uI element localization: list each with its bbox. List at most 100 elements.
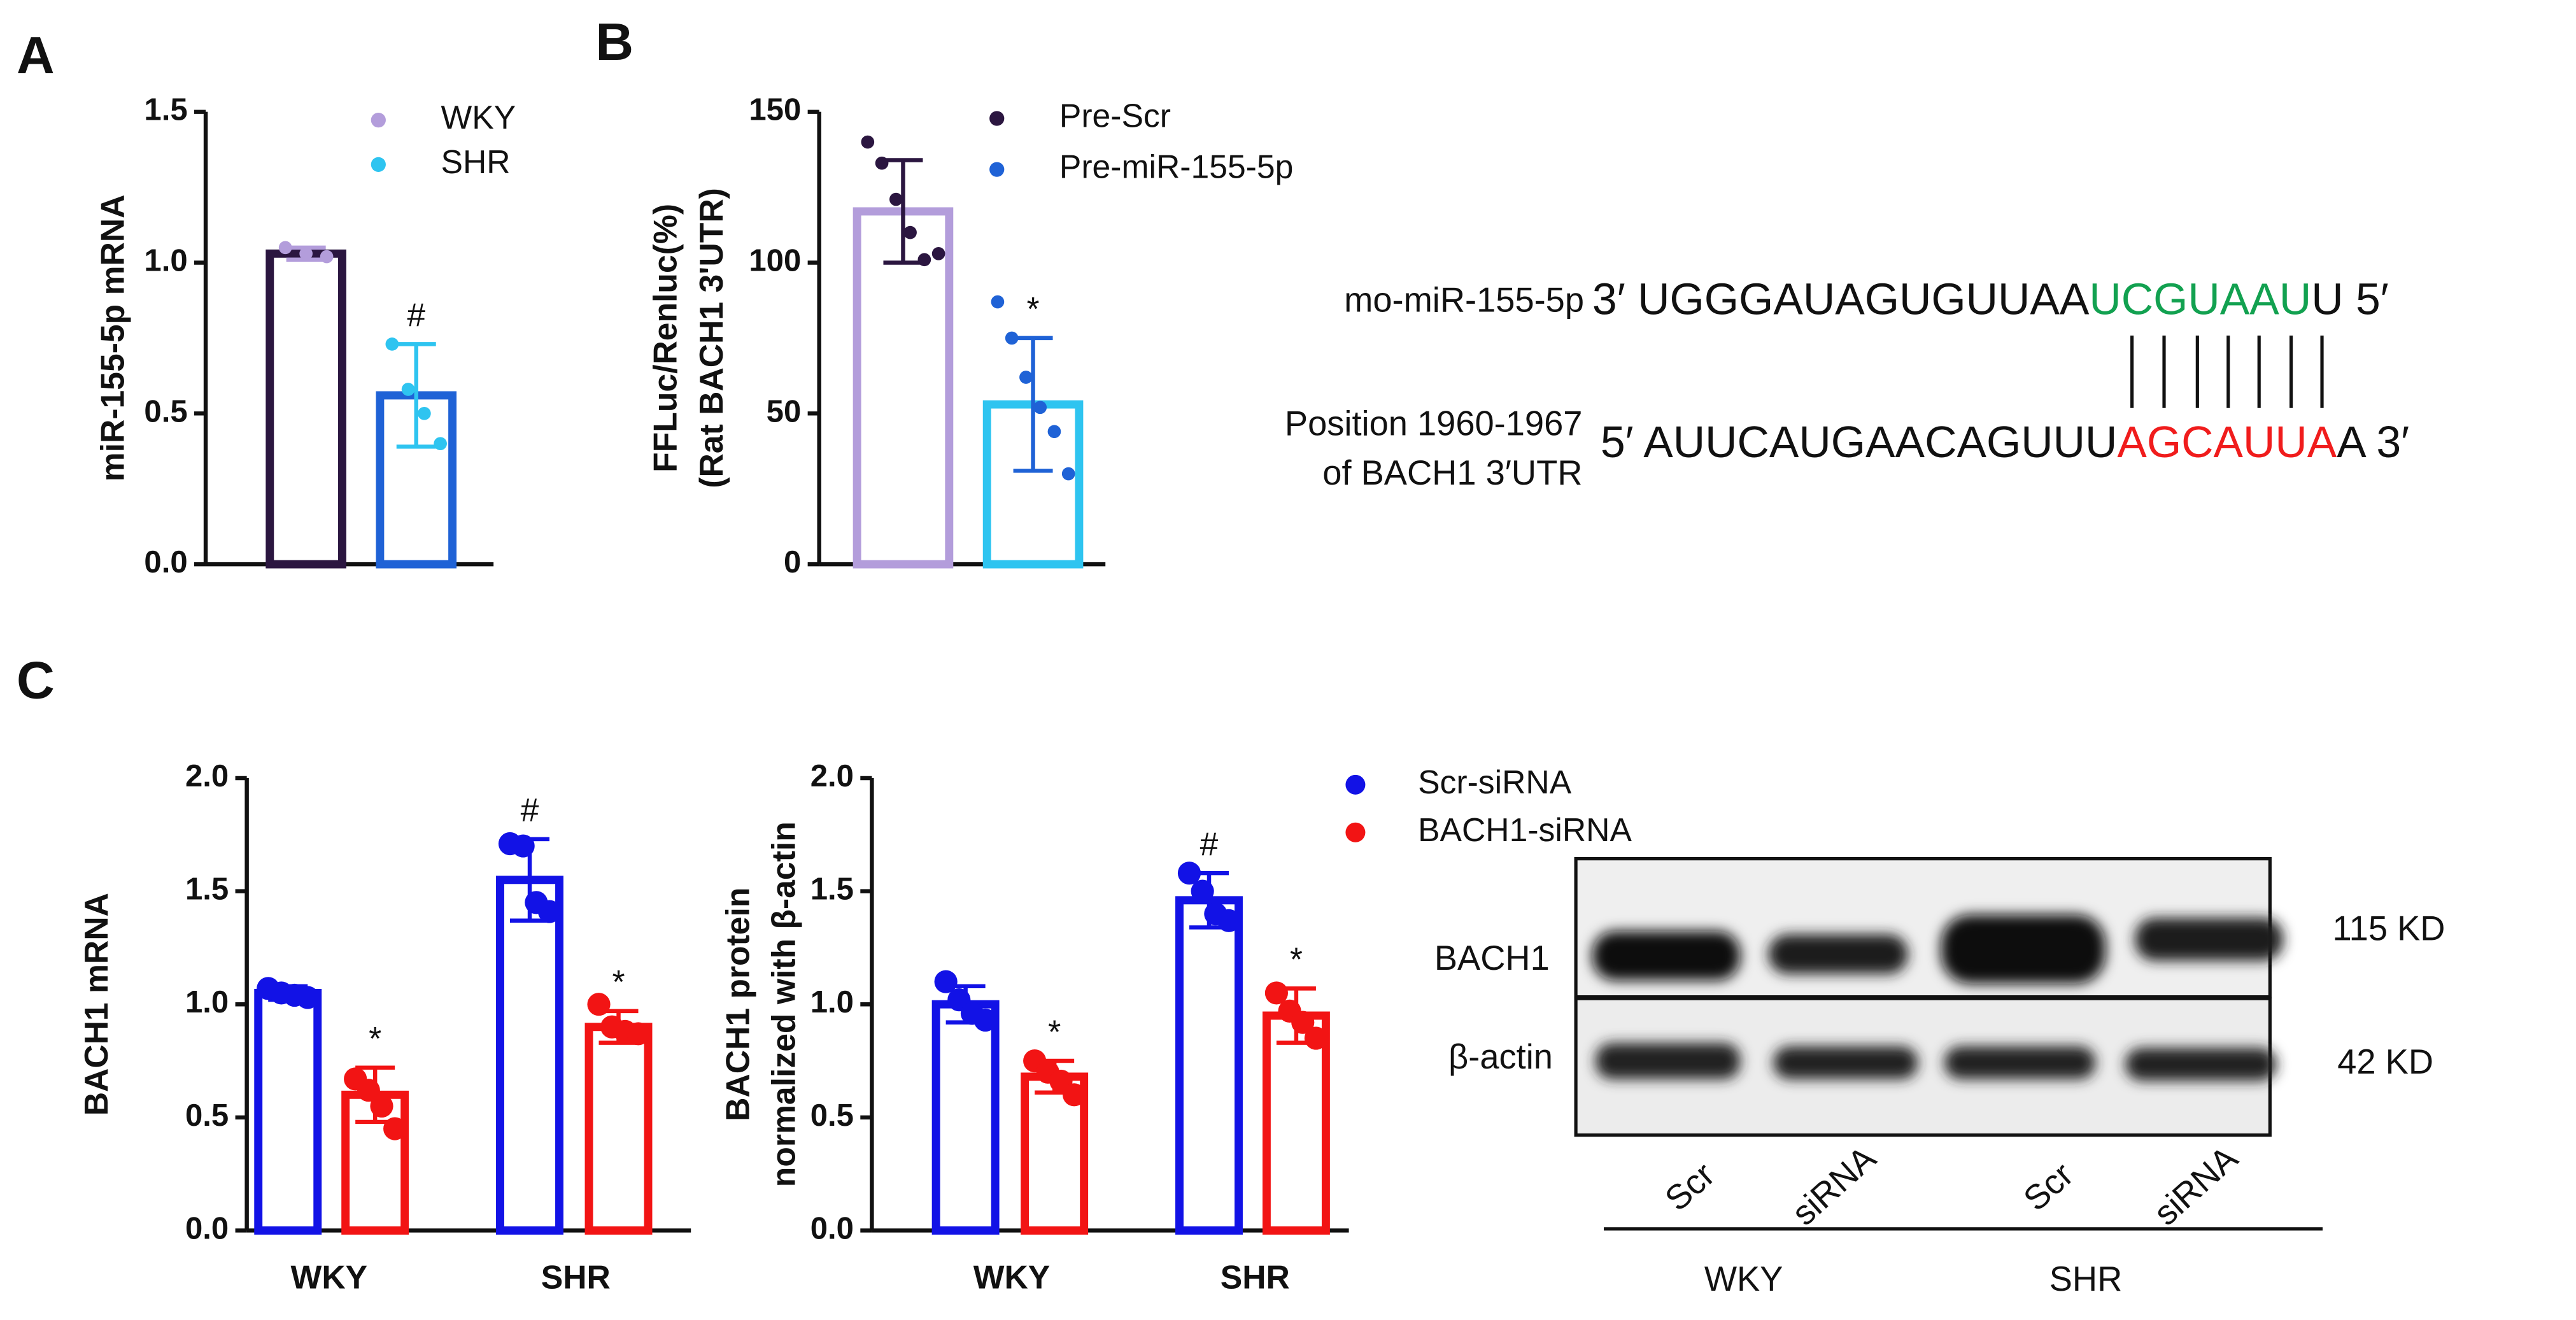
bar	[265, 249, 346, 569]
mirna-sequence: 3′ UGGGAUAGUGUUAAUCGUAAUU 5′	[1592, 274, 2389, 324]
significance-mark: *	[1290, 941, 1303, 978]
y-tick-label: 2.0	[810, 759, 854, 793]
seq-part: A 3′	[2337, 418, 2409, 467]
y-axis-label: miR-155-5p mRNA	[94, 195, 131, 482]
legend-marker	[989, 111, 1005, 126]
data-point	[889, 192, 903, 206]
site: AGCAUUA	[2117, 418, 2337, 467]
panel-label: C	[17, 651, 55, 710]
data-point	[1063, 1083, 1086, 1107]
data-point	[1033, 401, 1047, 415]
y-axis-label: normalized with β-actin	[765, 821, 802, 1187]
bar	[584, 1023, 653, 1235]
data-point	[418, 406, 431, 420]
target-label: Position 1960-1967	[1285, 404, 1583, 443]
data-point	[1217, 909, 1241, 932]
base-pairs	[2130, 336, 2324, 408]
data-point	[1019, 371, 1033, 384]
y-tick-label: 0.0	[144, 545, 187, 579]
band	[1773, 1046, 1918, 1079]
panel-label: A	[17, 25, 55, 85]
mirna-label: mo-miR-155-5p	[1344, 281, 1584, 320]
blot-label: BACH1	[1434, 939, 1550, 977]
data-point	[587, 993, 611, 1016]
seed: UCGUAAU	[2089, 274, 2311, 324]
data-point	[934, 970, 958, 993]
bar	[1175, 896, 1243, 1235]
y-tick-label: 50	[767, 394, 802, 429]
sequence-alignment: mo-miR-155-5p 3′ UGGGAUAGUGUUAAUCGUAAUU …	[1285, 274, 2409, 492]
data-point	[1264, 981, 1288, 1005]
data-point	[931, 246, 945, 260]
data-point	[511, 834, 535, 858]
data-point	[357, 1079, 380, 1102]
chart: 0.0 0.5 1.0 1.5 2.0 BACH1 protein normalized w…	[719, 759, 1632, 1296]
significance-mark: *	[612, 963, 625, 1000]
chart: 0.0 0.5 1.0 1.5 2.0 BACH1 mRNA WKY SHR # * *	[78, 759, 691, 1296]
y-tick-label: 0.5	[144, 394, 187, 429]
x-tick-label: WKY	[973, 1259, 1051, 1296]
y-tick-label: 150	[749, 93, 801, 127]
data-point	[875, 156, 889, 170]
band	[2135, 918, 2284, 961]
data-point	[1291, 1011, 1315, 1034]
y-axis-label: (Rat BACH1 3'UTR)	[693, 188, 730, 488]
data-point	[385, 337, 399, 351]
data-point	[861, 135, 875, 149]
blot-size: 42 KD	[2337, 1043, 2433, 1081]
y-axis-label: BACH1 mRNA	[78, 893, 115, 1116]
data-point	[1061, 467, 1075, 481]
seq-part: U 5′	[2311, 274, 2389, 324]
data-point	[278, 241, 292, 255]
data-point	[903, 225, 917, 239]
x-tick-label: SHR	[1221, 1259, 1290, 1296]
legend-label: Scr-siRNA	[1418, 763, 1572, 800]
legend-marker	[1345, 822, 1366, 842]
bar	[1262, 1011, 1330, 1235]
legend-marker	[371, 157, 386, 172]
y-tick-label: 0.0	[185, 1211, 229, 1245]
group-label: SHR	[2049, 1260, 2123, 1298]
seq-part: 5′ AUUCAUGAACAGUUU	[1601, 418, 2118, 467]
y-tick-label: 0.0	[810, 1211, 854, 1245]
band	[1944, 1046, 2096, 1079]
data-point	[401, 383, 415, 396]
y-tick-label: 100	[749, 243, 801, 278]
target-label: of BACH1 3′UTR	[1322, 454, 1582, 492]
chart: 0 50 100 150 FFLuc/Renluc(%) (Rat BACH1 3'UTR…	[647, 93, 1294, 579]
data-point	[370, 1094, 393, 1118]
y-axis-label: BACH1 protein	[719, 888, 756, 1121]
data-point	[1304, 1026, 1328, 1050]
legend-label: WKY	[441, 99, 516, 136]
bar	[254, 989, 322, 1235]
data-point	[320, 250, 334, 264]
group-label: WKY	[1704, 1260, 1783, 1298]
bar	[1021, 1072, 1089, 1235]
significance-mark: *	[1048, 1013, 1061, 1050]
band	[1592, 931, 1741, 981]
y-tick-label: 1.0	[144, 243, 187, 278]
significance-mark: #	[407, 297, 425, 334]
significance-mark: *	[369, 1020, 381, 1057]
legend-marker	[371, 112, 386, 128]
legend-label: Pre-miR-155-5p	[1059, 148, 1293, 185]
data-point	[296, 986, 320, 1009]
data-point	[434, 437, 447, 451]
band	[2125, 1047, 2277, 1081]
band	[1941, 914, 2105, 984]
legend-label: SHR	[441, 143, 510, 180]
bar	[496, 876, 563, 1235]
data-point	[1177, 862, 1201, 885]
data-point	[1005, 331, 1019, 345]
legend-marker	[1345, 774, 1366, 795]
data-point	[1047, 425, 1061, 439]
seq-part: 3′ UGGGAUAGUGUUAA	[1592, 274, 2090, 324]
data-point	[1191, 879, 1214, 903]
y-tick-label: 1.5	[185, 872, 229, 907]
significance-mark: *	[1027, 290, 1040, 327]
data-point	[626, 1022, 650, 1046]
data-point	[917, 253, 931, 267]
band	[1768, 934, 1908, 974]
data-point	[973, 1009, 997, 1032]
legend-label: Pre-Scr	[1059, 97, 1171, 134]
